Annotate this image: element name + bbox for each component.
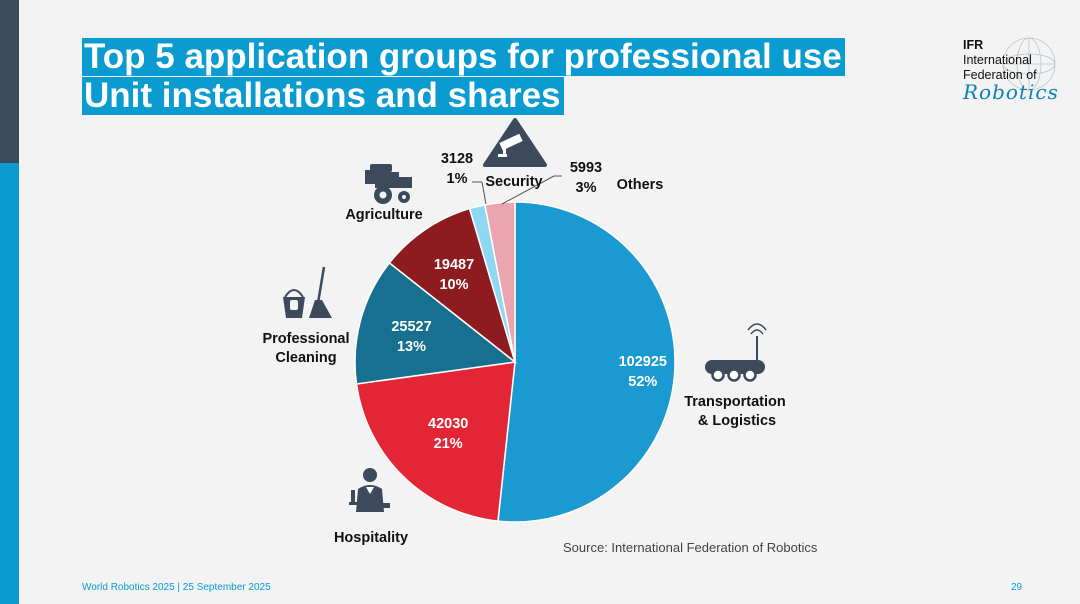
logo-line1: IFR bbox=[963, 38, 984, 52]
logo-line2: International bbox=[963, 53, 1032, 67]
pie-slice-transportation-and-logistics bbox=[497, 201, 676, 523]
sidebar-dark-bar bbox=[0, 0, 19, 163]
data-label-value-agriculture: 19487 bbox=[434, 257, 474, 273]
data-label-value-transportation-and-logistics: 102925 bbox=[619, 354, 667, 370]
category-label-transportation-1: Transportation bbox=[684, 394, 786, 410]
delivery-robot-icon bbox=[705, 323, 767, 382]
category-label-transportation-2: & Logistics bbox=[698, 413, 776, 429]
globe-icon bbox=[1002, 37, 1056, 91]
logo-script: Robotics bbox=[963, 80, 1059, 104]
category-label-others: Others bbox=[617, 177, 664, 193]
pie-slice-hospitality bbox=[355, 361, 516, 522]
leader-line-others-2 bbox=[501, 175, 555, 205]
cleaning-bucket-mop-icon bbox=[283, 266, 332, 318]
pie-slice-agriculture bbox=[388, 207, 517, 365]
pie-slice-professional-cleaning bbox=[354, 261, 517, 385]
footer-text: World Robotics 2025 | 25 September 2025 bbox=[82, 582, 271, 593]
category-label-agriculture: Agriculture bbox=[345, 207, 422, 223]
page-number: 29 bbox=[1011, 582, 1023, 593]
category-label-professional-cleaning-1: Professional bbox=[262, 331, 349, 347]
security-camera-icon bbox=[483, 118, 547, 167]
sidebar-accent-bar bbox=[0, 163, 19, 604]
slide-title-line2: Unit installations and shares bbox=[82, 77, 564, 115]
data-label-value-security: 3128 bbox=[441, 151, 473, 167]
data-label-percent-transportation-and-logistics: 52% bbox=[628, 374, 657, 390]
category-label-security: Security bbox=[485, 174, 542, 190]
pie-slice-others bbox=[484, 201, 516, 363]
waiter-icon bbox=[349, 468, 390, 512]
data-label-percent-agriculture: 10% bbox=[439, 277, 468, 293]
ifr-logo: IFR International Federation of Robotics bbox=[963, 37, 1073, 104]
slide-title-line1: Top 5 application groups for professiona… bbox=[82, 38, 845, 76]
source-note: Source: International Federation of Robo… bbox=[563, 540, 818, 555]
data-label-percent-security: 1% bbox=[447, 171, 468, 187]
leader-line-security-2 bbox=[481, 181, 487, 205]
data-label-percent-hospitality: 21% bbox=[434, 436, 463, 452]
data-label-value-others: 5993 bbox=[570, 160, 602, 176]
data-label-value-hospitality: 42030 bbox=[428, 416, 468, 432]
tractor-icon bbox=[365, 164, 412, 204]
data-label-percent-others: 3% bbox=[576, 180, 597, 196]
logo-line3: Federation of bbox=[963, 68, 1037, 82]
data-label-percent-professional-cleaning: 13% bbox=[397, 339, 426, 355]
category-label-professional-cleaning-2: Cleaning bbox=[275, 350, 336, 366]
category-label-hospitality: Hospitality bbox=[334, 530, 408, 546]
data-label-value-professional-cleaning: 25527 bbox=[391, 319, 431, 335]
